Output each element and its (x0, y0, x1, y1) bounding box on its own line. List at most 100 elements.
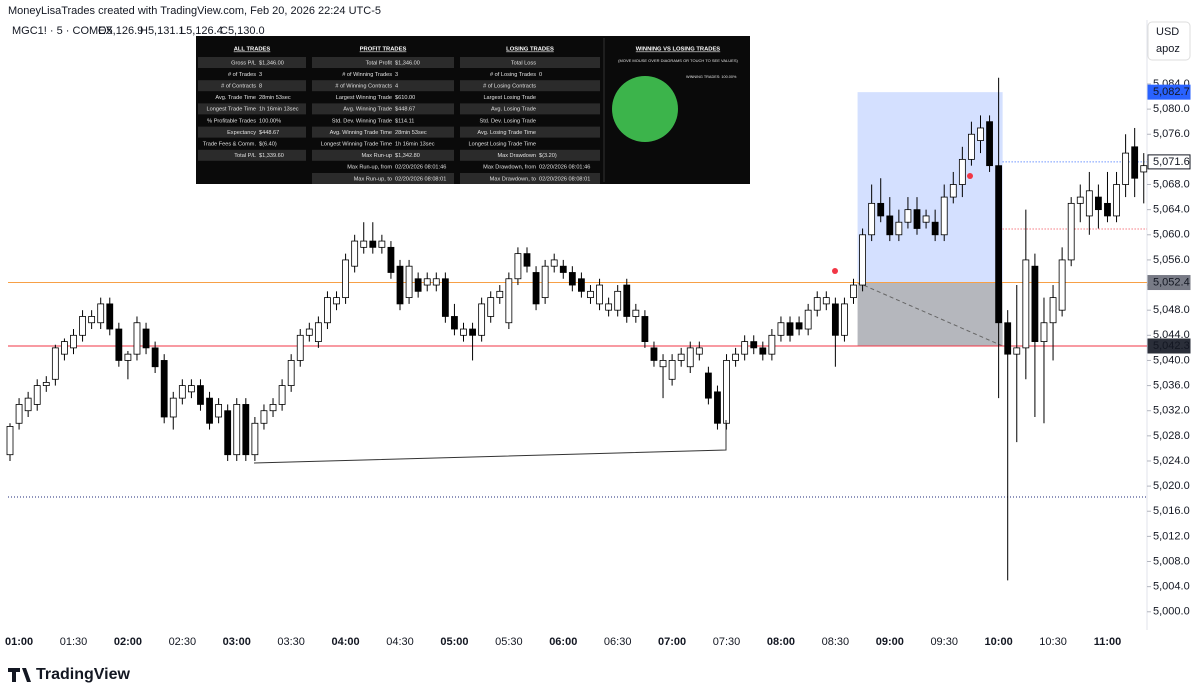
currency-box[interactable] (1147, 21, 1191, 61)
x-tick-label: 10:30 (1039, 636, 1067, 648)
y-tick-label: 5,040.0 (1153, 354, 1190, 366)
candle-body (333, 297, 340, 305)
candle-body (1104, 202, 1111, 217)
candle-body (777, 322, 785, 336)
candle-body (995, 165, 1003, 324)
candle-body (215, 404, 223, 418)
row-label: Avg. Trade Time (215, 95, 256, 101)
candle-body (605, 303, 613, 311)
row-value: $1,346.00 (259, 60, 284, 66)
candle-body (1022, 259, 1030, 349)
row-label: Max Run-up, to (354, 176, 392, 182)
y-tick-label: 5,048.0 (1153, 304, 1190, 316)
row-bg (198, 57, 306, 68)
candle-body (79, 316, 86, 336)
row-label: Avg. Winning Trade Time (330, 130, 392, 136)
y-tick-label: 5,028.0 (1153, 430, 1190, 442)
candle-body (1067, 202, 1075, 261)
y-tick-label: 5,060.0 (1153, 229, 1190, 241)
candle-body (750, 341, 758, 349)
row-value: 28min 53sec (395, 130, 427, 136)
y-tick-label: 5,016.0 (1153, 505, 1190, 517)
price-tag (1147, 84, 1191, 100)
row-value: $114.11 (395, 118, 414, 124)
row-value: $448.67 (259, 130, 279, 136)
x-tick-label: 02:00 (114, 636, 142, 648)
logo-mark (8, 668, 31, 682)
row-value: $448.67 (395, 107, 415, 113)
row-label: Max Drawdown, from (483, 165, 536, 171)
row-bg (312, 91, 454, 103)
row-label: Expectancy (227, 130, 256, 136)
candle-body (106, 303, 114, 330)
candle-body (786, 322, 794, 336)
row-label: Total P/L (234, 153, 256, 159)
candle-body (986, 121, 993, 167)
row-bg (312, 149, 454, 161)
row-value: 28min 53sec (259, 95, 291, 101)
candle-body (623, 284, 631, 317)
trade-path (857, 282, 1003, 347)
x-tick-label: 04:00 (332, 636, 360, 648)
row-bg (198, 115, 306, 126)
candle-body (723, 360, 730, 424)
column-title: LOSING TRADES (506, 47, 554, 53)
candle-body (360, 240, 368, 248)
candle-body (659, 360, 667, 368)
row-value: 02/20/2026 08:08:01 (395, 176, 446, 182)
row-value: $610.00 (395, 95, 415, 101)
candle-body (305, 328, 313, 336)
candle-body (1122, 152, 1130, 185)
candle-body (169, 397, 177, 418)
candle-body (324, 297, 331, 324)
candle-body (97, 303, 105, 324)
candle-body (151, 347, 159, 368)
price-tag (1147, 338, 1191, 354)
candle-body (441, 278, 449, 317)
row-value: 3 (395, 72, 398, 78)
candle-body (958, 158, 966, 185)
row-bg (460, 80, 600, 92)
x-tick-label: 08:00 (767, 636, 795, 648)
row-value: 02/20/2026 08:01:46 (395, 165, 446, 171)
row-bg (460, 115, 600, 126)
candle-body (369, 240, 377, 248)
row-bg (312, 173, 454, 184)
y-tick-label: 5,080.0 (1153, 103, 1190, 115)
candle-body (278, 385, 286, 405)
candle-body (124, 353, 132, 361)
candle-body (822, 297, 830, 305)
x-tick-label: 10:00 (985, 636, 1013, 648)
candle-body (1113, 184, 1120, 217)
candle-body (496, 290, 504, 299)
row-value: 1h 16min 13sec (395, 141, 435, 147)
row-label: Max Run-up, from (347, 165, 392, 171)
candle-body (841, 303, 848, 336)
row-label: # of Losing Contracts (483, 83, 536, 89)
candle-body (895, 221, 903, 236)
y-tick-label: 5,036.0 (1153, 379, 1190, 391)
brand: TradingView (36, 666, 131, 683)
candle-body (342, 259, 349, 299)
x-tick-label: 01:00 (5, 636, 33, 648)
candle-body (813, 297, 821, 311)
row-value: $1,342.80 (395, 153, 420, 159)
candle-body (233, 404, 241, 456)
row-value: $(6.40) (259, 141, 277, 147)
row-value: 1h 16min 13sec (259, 107, 299, 113)
candle-body (396, 265, 404, 305)
row-label: Max Drawdown (497, 153, 536, 159)
row-label: Std. Dev. Losing Trade (480, 118, 537, 124)
candle-body (15, 404, 23, 424)
row-bg (198, 80, 306, 92)
candle-body (61, 341, 68, 355)
candle-body (795, 322, 803, 330)
y-tick-label: 5,020.0 (1153, 480, 1190, 492)
row-bg (460, 149, 600, 161)
candle-body (51, 347, 59, 380)
x-tick-label: 09:00 (876, 636, 904, 648)
candle-body (641, 316, 649, 342)
column-title: PROFIT TRADES (360, 47, 407, 53)
candle-body (904, 209, 912, 223)
